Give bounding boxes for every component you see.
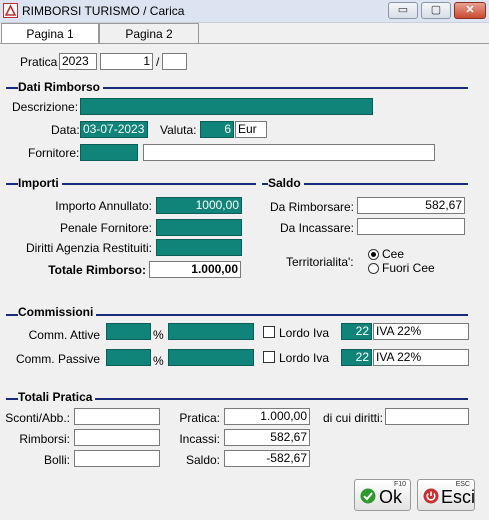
section-line	[6, 314, 468, 316]
rimborsi-label: Rimborsi:	[19, 432, 70, 446]
ok-label: Ok	[379, 487, 403, 507]
importo-annullato-field[interactable]: 1000,00	[156, 197, 242, 214]
totale-rimborso-label: Totale Rimborso:	[48, 263, 146, 277]
da-incassare-label: Da Incassare:	[279, 221, 354, 235]
comm-attive-iva-code-field[interactable]: 22	[341, 323, 372, 340]
ok-button[interactable]: F10 Ok	[354, 479, 411, 511]
comm-passive-field[interactable]	[168, 349, 254, 366]
esci-label: Esci	[441, 487, 476, 507]
territorialita-label: Territorialita':	[286, 255, 354, 269]
descrizione-label: Descrizione:	[12, 100, 79, 114]
section-line	[262, 183, 468, 185]
diritti-agenzia-label: Diritti Agenzia Restituiti:	[25, 241, 152, 255]
minimize-icon: ▭	[397, 4, 409, 16]
sconti-field	[74, 408, 160, 425]
comm-passive-lordo-checkbox[interactable]	[263, 351, 275, 363]
descrizione-field[interactable]	[80, 98, 373, 115]
incassi-field: 582,67	[224, 429, 310, 446]
section-line	[6, 398, 468, 400]
valuta-label: Valuta:	[160, 123, 197, 137]
saldo-total-field: -582,67	[224, 450, 310, 467]
data-field[interactable]: 03-07-2023	[80, 121, 148, 138]
penale-fornitore-label: Penale Fornitore:	[59, 221, 152, 235]
check-icon	[360, 488, 376, 507]
section-line	[6, 87, 468, 89]
pratica-label: Pratica	[20, 55, 58, 69]
dati-rimborso-header: Dati Rimborso	[18, 80, 104, 94]
tab-pagina-1[interactable]: Pagina 1	[1, 23, 99, 43]
da-incassare-field	[357, 218, 465, 235]
pratica-year-field[interactable]: 2023	[59, 53, 97, 70]
incassi-label: Incassi:	[179, 432, 220, 446]
pratica-number-field[interactable]: 1	[100, 53, 153, 70]
diritti-agenzia-field[interactable]	[156, 239, 242, 256]
comm-attive-label: Comm. Attive	[28, 328, 100, 342]
section-line	[6, 183, 256, 185]
rimborsi-field	[74, 429, 160, 446]
penale-fornitore-field[interactable]	[156, 219, 242, 236]
esci-shortcut: ESC	[455, 481, 470, 488]
di-cui-diritti-label: di cui diritti:	[323, 411, 384, 425]
comm-passive-lordo-label: Lordo Iva	[279, 351, 330, 365]
comm-attive-lordo-checkbox[interactable]	[263, 326, 275, 338]
fornitore-label: Fornitore:	[28, 146, 80, 160]
totali-pratica-header: Totali Pratica	[18, 390, 96, 404]
valuta-code-field[interactable]: 6	[200, 121, 234, 138]
app-icon	[3, 3, 18, 18]
tab-pagina-2[interactable]: Pagina 2	[99, 23, 199, 43]
bolli-label: Bolli:	[43, 453, 70, 467]
close-icon: ✕	[465, 4, 475, 16]
fornitore-code-field[interactable]	[80, 144, 138, 161]
comm-attive-lordo-label: Lordo Iva	[279, 326, 330, 340]
valuta-name-field[interactable]: Eur	[235, 121, 267, 138]
pratica-suffix-field[interactable]	[162, 53, 187, 70]
da-rimborsare-label: Da Rimborsare:	[269, 200, 354, 214]
ok-shortcut: F10	[393, 481, 406, 488]
comm-passive-iva-desc-field[interactable]: IVA 22%	[373, 349, 469, 366]
close-button[interactable]: ✕	[454, 2, 486, 19]
maximize-button[interactable]: ▢	[421, 2, 451, 19]
da-rimborsare-field: 582,67	[357, 197, 465, 214]
fuori-cee-label: Fuori Cee	[382, 261, 435, 275]
fornitore-name-field[interactable]	[143, 144, 435, 161]
fuori-cee-radio[interactable]	[368, 263, 379, 274]
pct-symbol: %	[153, 328, 164, 342]
tab-divider	[0, 43, 489, 44]
comm-attive-iva-desc-field[interactable]: IVA 22%	[373, 323, 469, 340]
comm-passive-iva-code-field[interactable]: 22	[341, 349, 372, 366]
commissioni-header: Commissioni	[18, 305, 97, 319]
esci-button[interactable]: ESC Esci	[417, 479, 475, 511]
title-bar	[0, 0, 489, 23]
pratica-total-label: Pratica:	[179, 411, 220, 425]
saldo-header: Saldo	[268, 176, 304, 190]
window-title: RIMBORSI TURISMO / Carica	[22, 4, 185, 18]
bolli-field	[74, 450, 160, 467]
cee-radio[interactable]	[368, 249, 379, 260]
pratica-separator: /	[156, 55, 160, 69]
comm-attive-field[interactable]	[168, 323, 254, 340]
pct-symbol: %	[153, 354, 164, 368]
importi-header: Importi	[18, 176, 62, 190]
comm-passive-pct-field[interactable]	[106, 349, 151, 366]
comm-passive-label: Comm. Passive	[15, 352, 100, 366]
maximize-icon: ▢	[430, 4, 442, 16]
minimize-button[interactable]: ▭	[388, 2, 418, 19]
sconti-label: Sconti/Abb.:	[5, 411, 70, 425]
data-label: Data:	[51, 123, 80, 137]
totale-rimborso-field: 1.000,00	[149, 261, 241, 278]
cee-label: Cee	[382, 247, 405, 261]
di-cui-diritti-field	[385, 408, 469, 425]
power-icon	[423, 488, 439, 507]
comm-attive-pct-field[interactable]	[106, 323, 151, 340]
importo-annullato-label: Importo Annullato:	[55, 199, 152, 213]
saldo-total-label: Saldo:	[185, 453, 220, 467]
pratica-total-field: 1.000,00	[224, 408, 310, 425]
